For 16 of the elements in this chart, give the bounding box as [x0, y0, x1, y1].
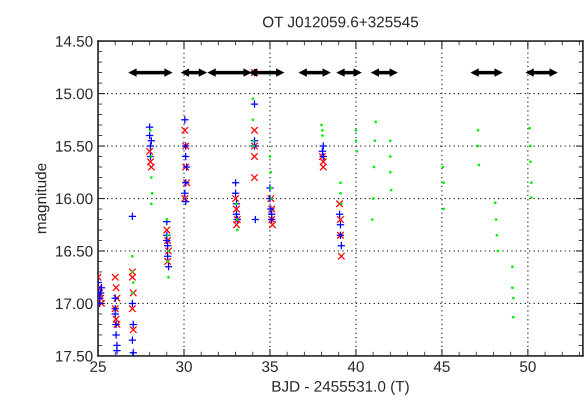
x-tick-label: 40	[348, 361, 364, 372]
x-tick-label: 30	[176, 361, 192, 372]
y-tick-label: 15.00	[56, 88, 93, 100]
y-tick-label: 17.00	[56, 298, 93, 310]
y-tick-label: 16.00	[56, 193, 93, 204]
x-tick-label: 45	[434, 361, 450, 372]
x-tick-label: 35	[262, 361, 278, 372]
x-axis-title: BJD - 2455531.0 (T)	[272, 380, 409, 395]
y-axis-title: magnitude	[35, 164, 50, 234]
y-tick-label: 15.50	[56, 140, 93, 152]
chart-title: OT J012059.6+325545	[262, 16, 418, 28]
y-tick-label: 16.50	[56, 246, 93, 257]
y-tick-label: 14.50	[56, 36, 93, 47]
x-tick-label: 50	[520, 361, 536, 372]
x-tick-label: 25	[90, 361, 106, 372]
y-tick-label: 17.50	[56, 350, 93, 362]
